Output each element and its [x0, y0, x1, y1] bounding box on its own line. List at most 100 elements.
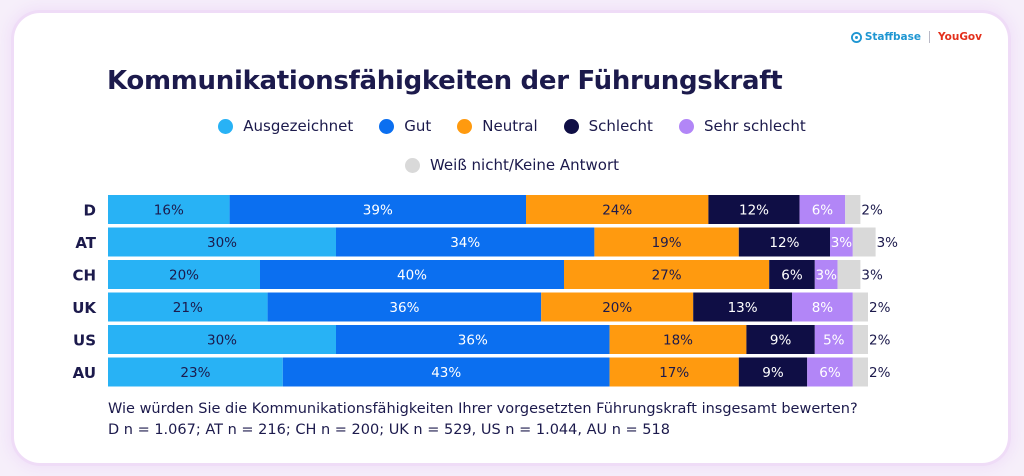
bar-segment — [108, 357, 283, 387]
bar-segment — [108, 292, 268, 322]
bar-segment — [541, 292, 694, 322]
legend-swatch — [404, 157, 420, 173]
data-label: 12% — [769, 235, 799, 251]
chart-title: Kommunikationsfähigkeiten der Führungskr… — [107, 66, 783, 96]
legend-row-1: Ausgezeichnet Gut Neutral Schlecht Sehr … — [0, 117, 1024, 135]
data-label: 5% — [823, 333, 845, 349]
data-label: 34% — [450, 235, 480, 251]
bar-segment — [609, 357, 739, 387]
legend-item-gut: Gut — [379, 117, 431, 135]
data-label: 12% — [739, 203, 769, 219]
bar-segment — [108, 325, 336, 354]
bar-segment — [738, 227, 830, 257]
legend-swatch — [379, 118, 395, 134]
legend-item-ausgezeichnet: Ausgezeichnet — [218, 117, 353, 135]
data-label: 24% — [602, 203, 632, 219]
bar-segment — [792, 292, 853, 322]
bar-segment — [336, 227, 595, 257]
legend-item-neutral: Neutral — [457, 117, 538, 135]
data-label: 21% — [173, 300, 203, 316]
data-label: 30% — [207, 235, 237, 251]
data-label: 3% — [861, 268, 883, 284]
yougov-logo: YouGov — [937, 31, 982, 43]
legend-label: Schlecht — [588, 117, 653, 135]
bar-segment — [837, 260, 861, 289]
data-label: 36% — [389, 300, 419, 316]
data-label: 20% — [169, 268, 199, 284]
bar-segment — [526, 195, 709, 224]
data-label: 6% — [812, 203, 834, 219]
data-label: 2% — [869, 365, 891, 381]
data-label: 3% — [831, 235, 853, 251]
bar-segment — [693, 292, 792, 322]
data-label: 3% — [877, 235, 899, 251]
data-label: 40% — [397, 268, 427, 284]
bar-segment — [738, 357, 808, 387]
staffbase-text: Staffbase — [864, 31, 921, 43]
category-label: AU — [73, 364, 96, 382]
data-label: 6% — [781, 268, 803, 284]
data-label: 9% — [762, 365, 784, 381]
bar-segment — [564, 260, 770, 289]
legend-label: Sehr schlecht — [703, 117, 806, 135]
bar-segment — [108, 227, 336, 257]
legend-row-2: Weiß nicht/Keine Antwort — [0, 156, 1024, 174]
bar-segment — [830, 227, 853, 257]
legend-label: Gut — [404, 117, 432, 135]
bar-segment — [746, 325, 815, 354]
data-label: 3% — [815, 268, 837, 284]
data-label: 2% — [869, 300, 891, 316]
bar-segment — [852, 227, 876, 257]
data-label: 39% — [363, 203, 393, 219]
data-label: 6% — [819, 365, 841, 381]
legend-swatch — [563, 118, 579, 134]
bar-segment — [852, 325, 868, 354]
brand-logos: Staffbase YouGov — [850, 31, 982, 43]
bar-segment — [814, 260, 838, 289]
data-label: 2% — [861, 203, 883, 219]
survey-question: Wie würden Sie die Kommunikationsfähigke… — [108, 401, 858, 417]
staffbase-logo: Staffbase — [850, 31, 921, 43]
category-label: US — [73, 332, 96, 350]
data-label: 2% — [869, 333, 891, 349]
category-label: UK — [72, 299, 97, 317]
bar-segment — [769, 260, 815, 289]
bar-segment — [609, 325, 747, 354]
data-label: 9% — [770, 333, 792, 349]
data-label: 36% — [458, 333, 488, 349]
data-label: 13% — [728, 300, 758, 316]
data-label: 23% — [180, 365, 210, 381]
legend-label: Ausgezeichnet — [243, 117, 354, 135]
legend-swatch — [457, 118, 473, 134]
bar-segment — [336, 325, 610, 354]
bar-segment — [267, 292, 542, 322]
legend-item-sehr-schlecht: Sehr schlecht — [678, 117, 806, 135]
legend-swatch — [678, 118, 694, 134]
bar-segment — [108, 260, 260, 289]
data-label: 20% — [602, 300, 632, 316]
legend-label: Weiß nicht/Keine Antwort — [429, 156, 620, 174]
bar-segment — [807, 357, 853, 387]
data-label: 16% — [154, 203, 184, 219]
bar-segment — [814, 325, 853, 354]
sample-sizes: D n = 1.067; AT n = 216; CH n = 200; UK … — [108, 422, 670, 438]
brand-divider — [928, 31, 930, 43]
data-label: 30% — [207, 333, 237, 349]
data-label: 17% — [659, 365, 689, 381]
legend-label: Neutral — [482, 117, 538, 135]
category-label: CH — [72, 267, 96, 285]
bar-segment — [282, 357, 610, 387]
data-label: 27% — [652, 268, 682, 284]
bar-segment — [852, 292, 868, 322]
bar-segment — [799, 195, 846, 224]
bar-segment — [852, 357, 868, 387]
category-label: AT — [75, 234, 96, 252]
legend-item-weiss-nicht: Weiß nicht/Keine Antwort — [404, 156, 620, 174]
data-label: 43% — [431, 365, 461, 381]
bar-segment — [708, 195, 800, 224]
legend-item-schlecht: Schlecht — [563, 117, 653, 135]
bar-segment — [108, 195, 230, 224]
bar-segment — [229, 195, 526, 224]
bar-segment — [594, 227, 739, 257]
